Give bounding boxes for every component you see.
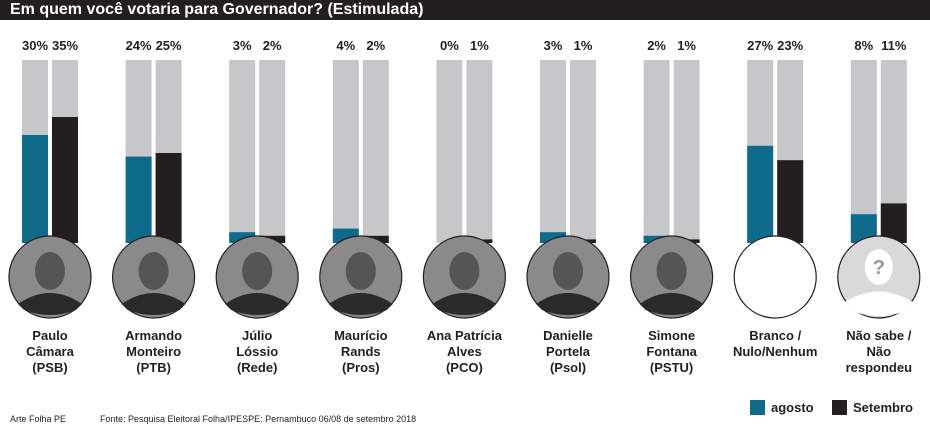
category-label: Câmara: [26, 344, 74, 359]
category-label: Maurício: [334, 328, 388, 343]
category-label: Portela: [546, 344, 591, 359]
category-label: Não: [867, 344, 892, 359]
bar-setembro: [155, 153, 182, 243]
category-label: Nulo/Nenhum: [733, 344, 818, 359]
bar-setembro: [777, 160, 804, 243]
category-label: (PTB): [136, 360, 171, 375]
data-label: 25%: [156, 38, 182, 53]
credit: Arte Folha PE: [10, 414, 67, 424]
category-label: (PSTU): [650, 360, 693, 375]
shoulders-icon: [432, 293, 497, 315]
category-label: (PSB): [32, 360, 67, 375]
shoulders-icon: [536, 293, 600, 315]
data-label: 3%: [544, 38, 563, 53]
legend-agosto: agosto: [750, 400, 814, 415]
category-label: (Rede): [237, 360, 277, 375]
data-label: 23%: [777, 38, 803, 53]
category-label: (Psol): [550, 360, 586, 375]
shoulders-icon: [328, 293, 393, 315]
category-label: Paulo: [32, 328, 67, 343]
category-label: Monteiro: [126, 344, 181, 359]
face-icon: [345, 252, 376, 290]
bar-background: [436, 60, 463, 243]
bar-background: [466, 60, 493, 243]
legend-swatch-agosto: [750, 400, 765, 415]
data-label: 27%: [747, 38, 773, 53]
bar-background: [229, 60, 256, 243]
face-icon: [553, 252, 583, 290]
data-label: 2%: [366, 38, 385, 53]
category-label: Simone: [648, 328, 695, 343]
shoulders-icon: [18, 293, 82, 315]
face-icon: [35, 252, 65, 290]
face-icon: [138, 252, 169, 290]
category-label: Danielle: [543, 328, 593, 343]
bar-background: [362, 60, 389, 243]
data-label: 3%: [233, 38, 252, 53]
data-label: 30%: [22, 38, 48, 53]
data-label: 8%: [854, 38, 873, 53]
data-label: 24%: [126, 38, 152, 53]
category-label: Armando: [125, 328, 182, 343]
category-label: (PCO): [446, 360, 483, 375]
bar-background: [259, 60, 286, 243]
category-label: Fontana: [646, 344, 697, 359]
category-label: Alves: [447, 344, 482, 359]
bar-setembro: [52, 117, 78, 243]
question-mark-icon: ?: [873, 257, 885, 279]
category-label: Júlio: [242, 328, 272, 343]
category-label: Não sabe /: [846, 328, 911, 343]
bar-agosto: [125, 156, 152, 243]
chart-title: Em quem você votaria para Governador? (E…: [10, 1, 424, 18]
data-label: 4%: [336, 38, 355, 53]
bar-background: [643, 60, 670, 243]
candidate-photo: [733, 235, 817, 319]
bar-agosto: [22, 135, 48, 243]
data-label: 35%: [52, 38, 78, 53]
bar-background: [332, 60, 359, 243]
legend-swatch-setembro: [832, 400, 847, 415]
legend-label-setembro: Setembro: [853, 400, 913, 415]
bar-background: [540, 60, 566, 243]
source: Fonte: Pesquisa Eleitoral Folha/IPESPE: …: [100, 414, 417, 424]
category-label: Branco /: [749, 328, 801, 343]
data-label: 0%: [440, 38, 459, 53]
bar-background: [850, 60, 877, 243]
category-label: Ana Patrícia: [427, 328, 503, 343]
shoulders-icon: [639, 293, 704, 315]
legend-setembro: Setembro: [832, 400, 913, 415]
shoulders-icon: [225, 293, 290, 315]
data-label: 2%: [647, 38, 666, 53]
category-label: Rands: [341, 344, 381, 359]
face-icon: [656, 252, 687, 290]
silhouette-head-icon: [864, 249, 893, 285]
category-label: respondeu: [846, 360, 913, 375]
silhouette-body-icon: [844, 291, 913, 316]
bar-background: [570, 60, 596, 243]
legend-label-agosto: agosto: [771, 400, 814, 415]
data-label: 1%: [470, 38, 489, 53]
shoulders-icon: [121, 293, 186, 315]
bar-background: [673, 60, 700, 243]
bar-agosto: [229, 232, 256, 243]
data-label: 1%: [574, 38, 593, 53]
data-label: 1%: [677, 38, 696, 53]
data-label: 11%: [881, 38, 907, 53]
face-icon: [242, 252, 273, 290]
bar-agosto: [540, 232, 566, 243]
face-icon: [449, 252, 480, 290]
data-label: 2%: [263, 38, 282, 53]
category-label: Lóssio: [236, 344, 278, 359]
title-bar: Em quem você votaria para Governador? (E…: [0, 0, 930, 20]
category-label: (Pros): [342, 360, 380, 375]
bar-agosto: [747, 145, 774, 243]
